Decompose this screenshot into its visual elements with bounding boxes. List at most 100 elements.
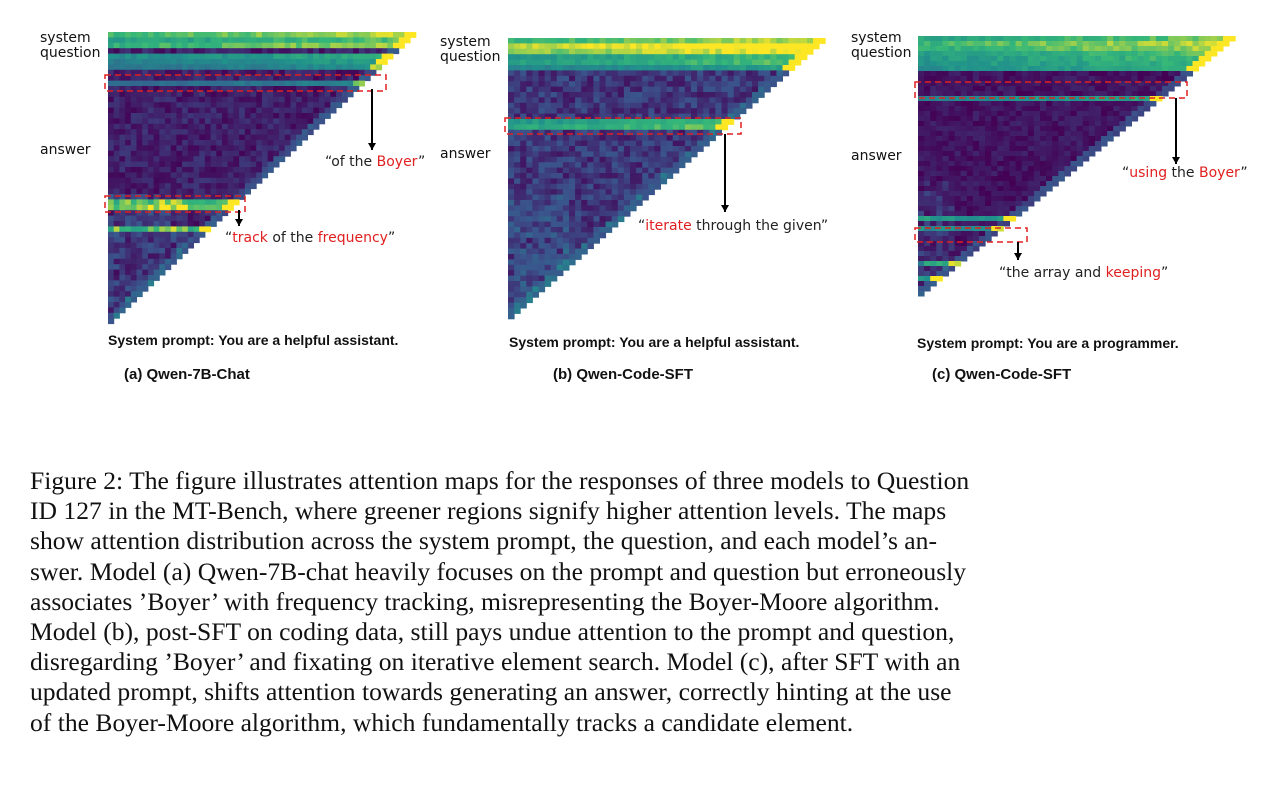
- heat-cell: [623, 75, 631, 82]
- heat-cell: [1094, 91, 1102, 97]
- heat-cell: [514, 291, 521, 298]
- heat-cell: [721, 108, 729, 115]
- heat-cell: [193, 194, 200, 200]
- heat-cell: [204, 32, 212, 38]
- heat-cell: [113, 226, 120, 233]
- highlight-box: [914, 81, 1188, 99]
- heat-cell: [233, 107, 240, 114]
- heat-cell: [532, 189, 539, 196]
- heat-cell: [550, 135, 558, 142]
- heat-cell: [136, 204, 143, 211]
- heat-cell: [918, 46, 925, 52]
- heat-cell: [375, 48, 383, 55]
- heat-cell: [942, 166, 949, 172]
- heat-cell: [1021, 51, 1029, 57]
- heat-cell: [222, 145, 229, 152]
- heat-cell: [210, 113, 217, 119]
- heat-cell: [261, 167, 269, 173]
- heat-cell: [599, 162, 607, 169]
- heat-cell: [1125, 71, 1132, 77]
- heat-cell: [575, 97, 582, 104]
- heat-cell: [119, 75, 126, 82]
- heat-cell: [569, 194, 576, 201]
- heat-cell: [159, 140, 166, 146]
- heat-cell: [630, 183, 637, 190]
- heat-cell: [678, 65, 686, 71]
- heat-cell: [684, 151, 692, 158]
- heat-cell: [1058, 91, 1065, 97]
- heat-cell: [1107, 121, 1114, 127]
- heat-cell: [261, 42, 269, 49]
- heat-cell: [1033, 151, 1041, 157]
- heat-cell: [199, 194, 206, 200]
- heat-cell: [153, 269, 160, 276]
- heat-cell: [587, 65, 594, 71]
- heat-cell: [108, 275, 115, 281]
- heat-cell: [113, 75, 120, 82]
- heat-cell: [239, 96, 246, 103]
- heat-cell: [538, 243, 546, 250]
- heat-cell: [1009, 51, 1017, 57]
- heat-cell: [623, 97, 631, 104]
- heat-cell: [918, 256, 925, 262]
- heat-cell: [159, 264, 166, 271]
- heat-cell: [170, 102, 177, 109]
- heat-cell: [1064, 106, 1071, 112]
- heat-cell: [739, 108, 747, 115]
- heat-cell: [936, 151, 943, 157]
- heat-cell: [562, 227, 570, 233]
- heat-cell: [108, 177, 115, 184]
- heat-cell: [182, 210, 189, 217]
- heat-cell: [972, 126, 980, 132]
- heat-cell: [125, 102, 132, 109]
- heat-cell: [125, 226, 132, 233]
- heat-cell: [1046, 36, 1053, 42]
- heat-cell: [182, 102, 189, 109]
- heat-cell: [562, 38, 570, 44]
- heat-cell: [672, 113, 680, 120]
- heat-cell: [176, 221, 183, 227]
- heat-cell: [526, 200, 533, 206]
- heat-cell: [1003, 206, 1010, 212]
- heat-cell: [605, 124, 613, 131]
- heat-cell: [672, 43, 680, 50]
- heat-cell: [147, 210, 155, 217]
- heat-cell: [324, 69, 331, 76]
- heat-cell: [153, 64, 160, 71]
- heat-cell: [1027, 91, 1035, 97]
- heat-cell: [301, 42, 308, 49]
- heat-cell: [709, 65, 716, 71]
- heat-cell: [130, 291, 137, 298]
- heat-cell: [1131, 76, 1139, 82]
- heat-cell: [393, 42, 400, 49]
- heat-cell: [1174, 56, 1181, 62]
- heat-cell: [924, 71, 931, 77]
- heat-cell: [617, 92, 625, 98]
- heat-cell: [1101, 121, 1108, 127]
- heat-cell: [654, 129, 661, 136]
- heat-cell: [210, 123, 217, 130]
- heat-cell: [1015, 156, 1023, 162]
- heat-cell: [153, 199, 160, 206]
- heat-cell: [233, 91, 240, 98]
- heat-cell: [142, 69, 149, 76]
- heat-cell: [159, 221, 166, 227]
- heat-cell: [284, 118, 291, 125]
- heat-cell: [966, 176, 974, 182]
- heat-cell: [1094, 56, 1102, 62]
- heat-cell: [227, 161, 234, 168]
- heat-cell: [966, 81, 974, 87]
- heat-cell: [556, 200, 564, 206]
- heat-cell: [972, 91, 980, 97]
- heat-cell: [587, 189, 594, 196]
- heat-cell: [233, 177, 240, 184]
- heat-cell: [290, 123, 297, 130]
- heat-cell: [623, 205, 631, 212]
- heat-cell: [666, 173, 674, 179]
- heat-cell: [727, 70, 735, 77]
- heat-cell: [1180, 51, 1187, 57]
- heat-cell: [296, 96, 303, 103]
- heat-cell: [199, 199, 206, 206]
- heat-cell: [520, 151, 527, 158]
- heat-cell: [924, 111, 931, 117]
